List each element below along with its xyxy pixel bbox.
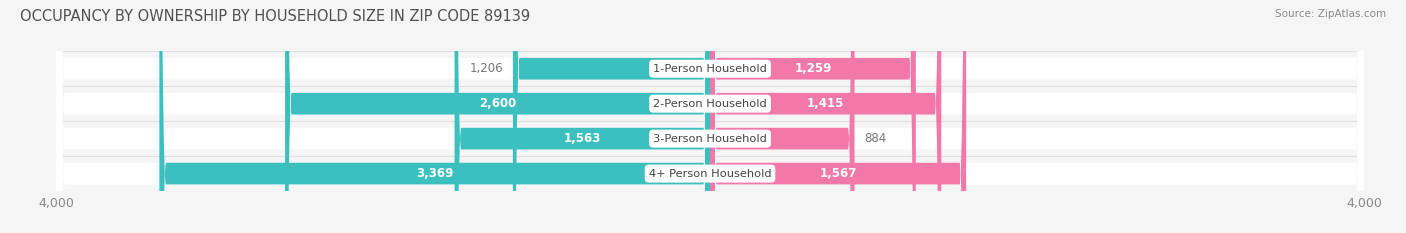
FancyBboxPatch shape <box>56 0 1364 233</box>
Text: 1-Person Household: 1-Person Household <box>654 64 766 74</box>
Text: 2,600: 2,600 <box>479 97 516 110</box>
FancyBboxPatch shape <box>513 0 710 233</box>
Text: 1,206: 1,206 <box>470 62 503 75</box>
FancyBboxPatch shape <box>710 0 966 233</box>
FancyBboxPatch shape <box>56 0 1364 233</box>
FancyBboxPatch shape <box>454 0 710 233</box>
FancyBboxPatch shape <box>285 0 710 233</box>
Text: 1,563: 1,563 <box>564 132 600 145</box>
FancyBboxPatch shape <box>56 0 1364 233</box>
Text: Source: ZipAtlas.com: Source: ZipAtlas.com <box>1275 9 1386 19</box>
FancyBboxPatch shape <box>159 0 710 233</box>
Text: 1,415: 1,415 <box>807 97 845 110</box>
Text: 884: 884 <box>865 132 887 145</box>
Text: 3,369: 3,369 <box>416 167 453 180</box>
FancyBboxPatch shape <box>710 0 915 233</box>
Text: 2-Person Household: 2-Person Household <box>654 99 766 109</box>
FancyBboxPatch shape <box>710 0 941 233</box>
Text: 1,567: 1,567 <box>820 167 856 180</box>
FancyBboxPatch shape <box>710 0 855 233</box>
Text: 4+ Person Household: 4+ Person Household <box>648 169 772 178</box>
Text: 1,259: 1,259 <box>794 62 831 75</box>
Text: OCCUPANCY BY OWNERSHIP BY HOUSEHOLD SIZE IN ZIP CODE 89139: OCCUPANCY BY OWNERSHIP BY HOUSEHOLD SIZE… <box>20 9 530 24</box>
Text: 3-Person Household: 3-Person Household <box>654 134 766 144</box>
FancyBboxPatch shape <box>56 0 1364 233</box>
